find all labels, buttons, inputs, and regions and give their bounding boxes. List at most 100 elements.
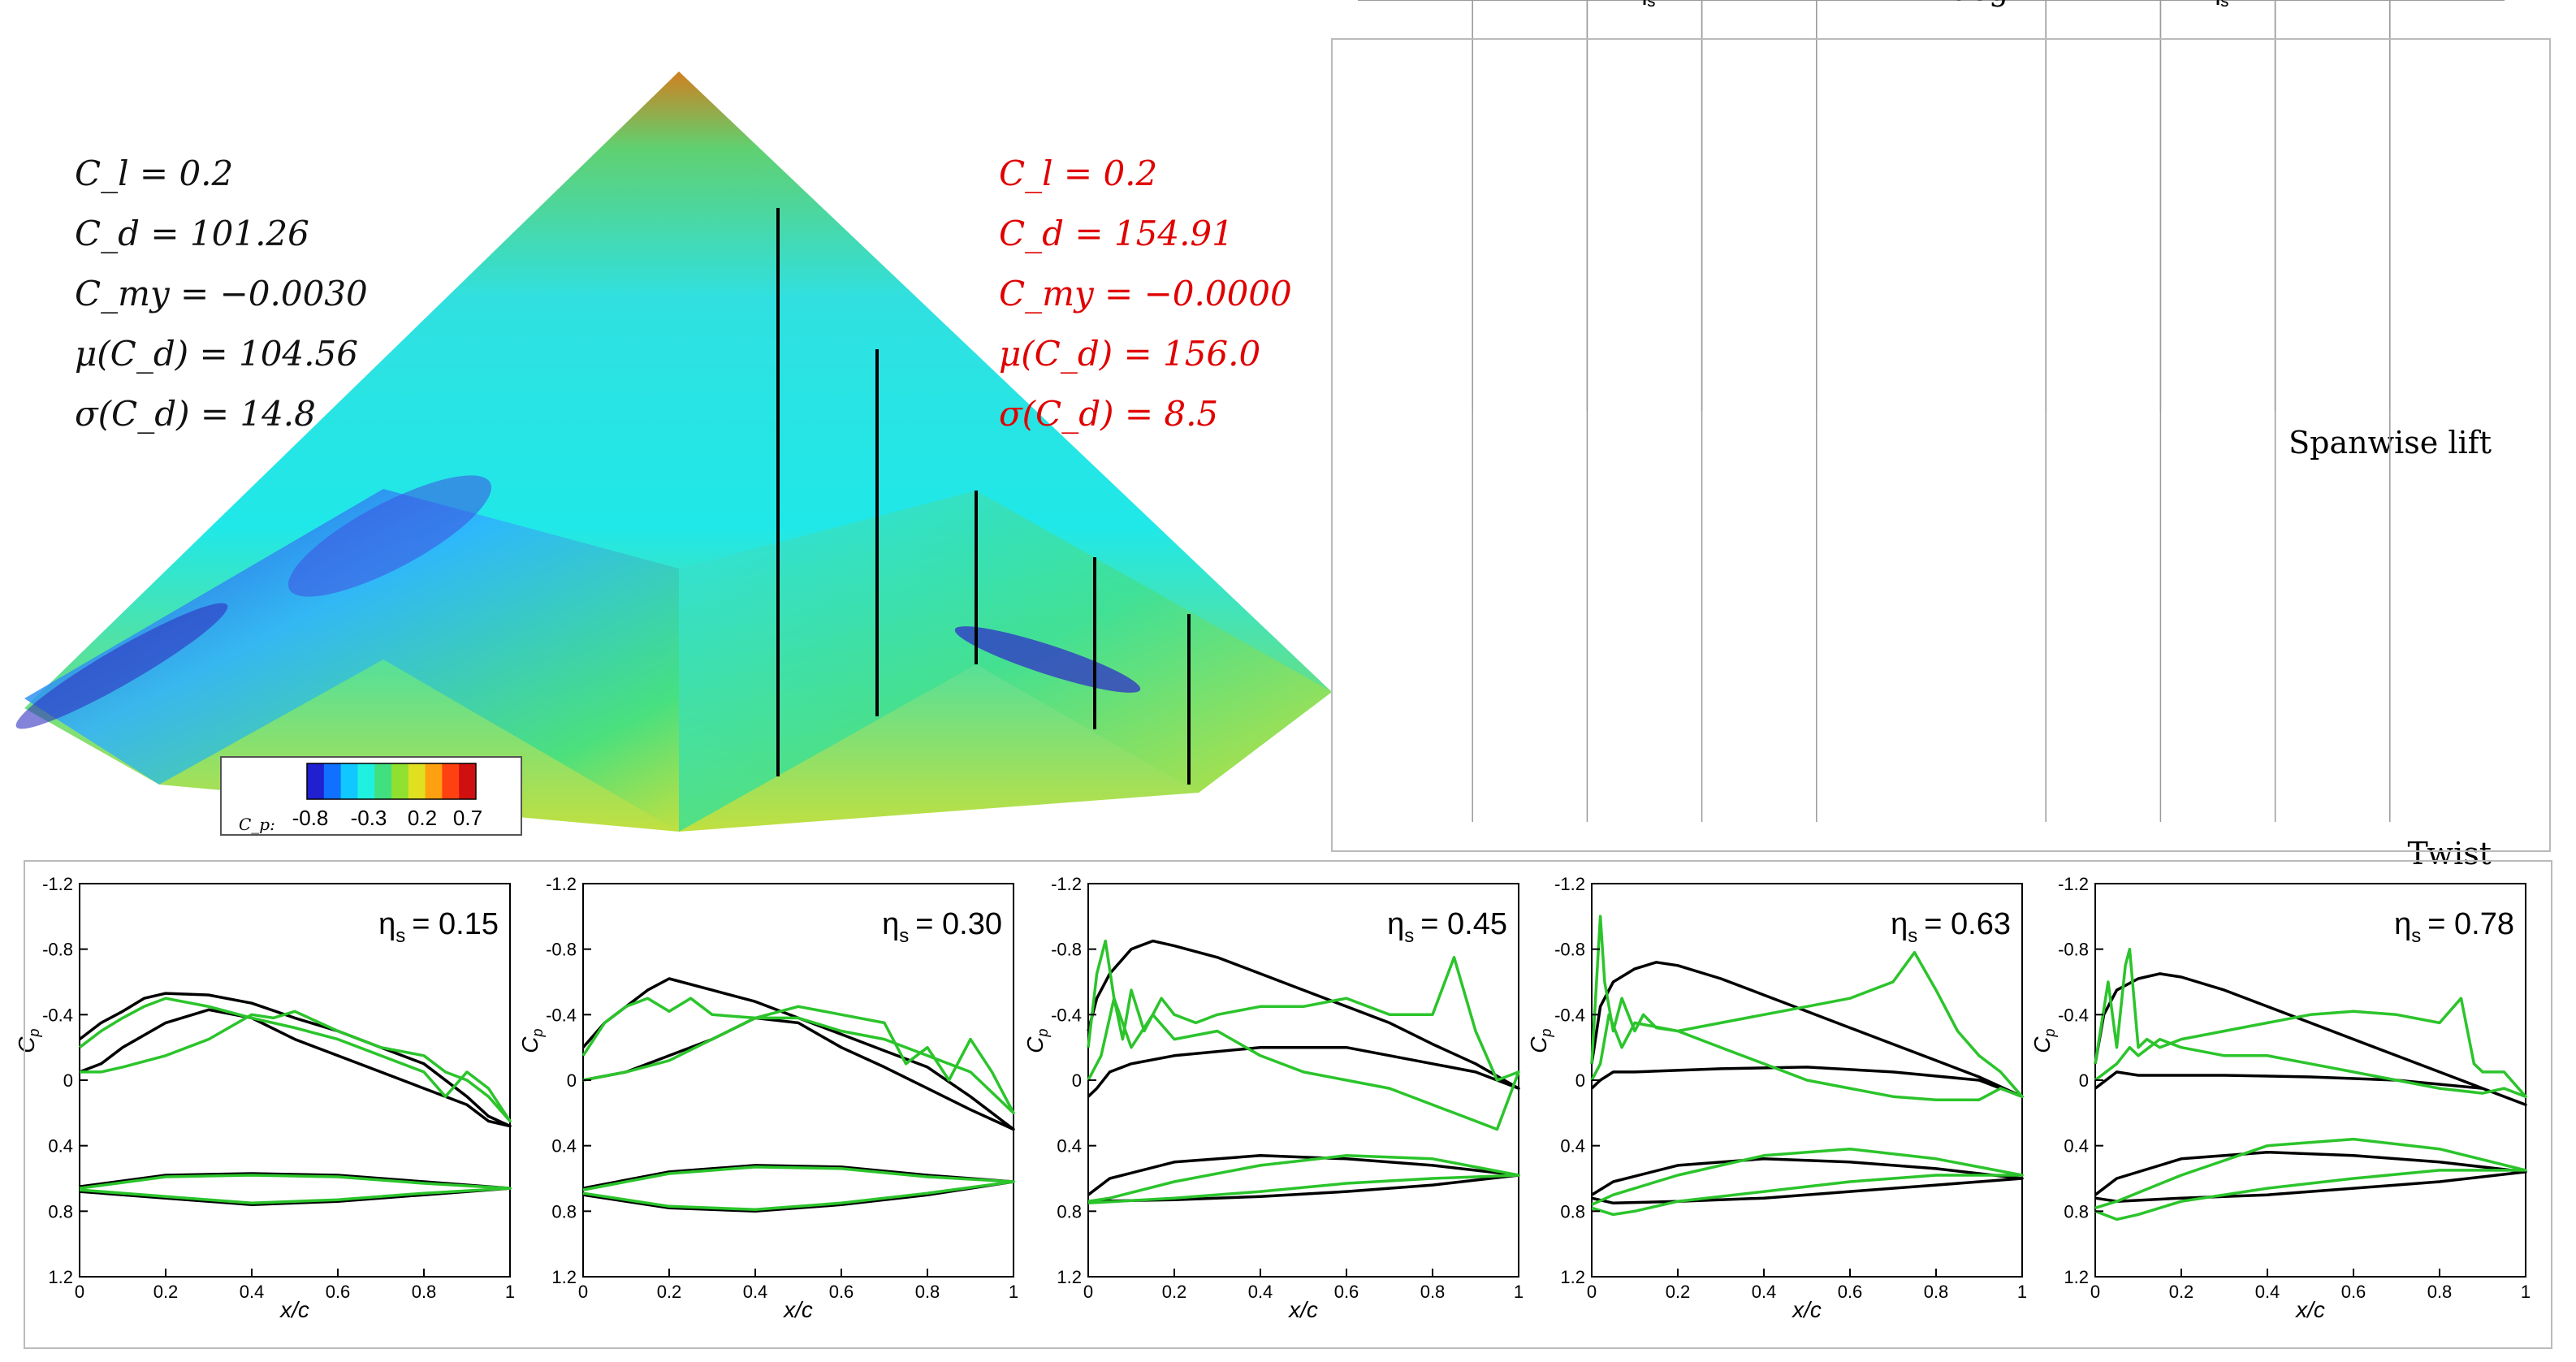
cp-chart-1-station-sub: s [395,925,405,947]
cp-chart-1-station-value: = 0.15 [412,907,499,941]
cp-chart-3-ytick-4: 0.4 [1057,1136,1082,1157]
undefined-ylabel: deg [1951,0,2008,7]
cp-chart-4-ytick-5: 0.8 [1560,1201,1585,1221]
optimized-cmy: C_my = −0.0000 [999,274,1292,313]
colorbar-swatch-4 [357,763,375,799]
undefined-right-xtick-1: 0.2 [2033,0,2060,5]
undefined-right-xlabel-sub: s [2220,0,2228,11]
cp-chart-1-xtick-0: 0 [75,1282,84,1302]
cp-chart-3: 0 0.2 0.4 0.6 0.8 1 -1.2 -0.8 -0.4 0 0.4 0.8 1.2 x/c C… [1022,874,1524,1322]
cp-chart-5-ytick-1: -0.8 [2058,940,2089,960]
optimized-mu-cd: μ(C_d) = 156.0 [999,334,1260,374]
undefined-right-xtick-3: 0.6 [2262,0,2289,5]
cp-chart-2-ytick-3: 0 [567,1070,577,1091]
cp-chart-4-ylabel-sub: p [1538,1028,1554,1037]
cp-chart-5-ytick-5: 0.8 [2064,1201,2089,1221]
cp-chart-4-ytick-1: -0.8 [1554,940,1585,960]
undefined-left-xlabel-sub: s [1647,0,1655,11]
optimized-coefficients: C_l = 0.2 C_d = 154.91 C_my = −0.0000 μ(… [999,153,1292,434]
undefined-ytick-0: 0 [1938,0,1948,5]
undefined-left-xlabel-sub: s [1647,0,1655,11]
undefined-ytick-3: -2 [1938,0,1955,5]
cp-chart-4-ytick-6: 1.2 [1560,1267,1585,1287]
cp-chart-3-ytick-2: -0.4 [1051,1005,1082,1025]
cp-chart-3-frame [1087,883,1519,1278]
cp-chart-3-station-label: ηs = 0.45 [1387,907,1507,947]
cp-chart-4-ytick-4: 0.4 [1560,1136,1585,1157]
cp-chart-1-ytick-6: 1.2 [48,1267,73,1287]
cp-chart-5-xtick-3: 0.6 [2341,1282,2366,1302]
wing-left-panel [24,489,679,832]
cp-chart-3-ylabel-sub: p [1035,1028,1051,1037]
cp-chart-4-xtick-4: 0.8 [1924,1282,1949,1302]
colorbar-swatch-8 [425,763,443,799]
cp-chart-5-ytick-3: 0 [2079,1070,2089,1091]
baseline-cd: C_d = 101.26 [75,214,309,253]
cp-chart-5-ytick-4: 0.4 [2064,1136,2089,1157]
cp-chart-3-ytick-5: 0.8 [1057,1201,1082,1221]
undefined-left-xtick-5: 0 [1926,0,1936,5]
cp-chart-2-ytick-4: 0.4 [551,1136,577,1157]
cp-chart-2-optimized-geom-line [582,1165,1015,1212]
cp-chart-1-xtick-2: 0.4 [240,1282,265,1302]
cp-chart-1-ytick-0: -1.2 [42,874,73,894]
cp-chart-1-ytick-3: 0 [63,1070,73,1091]
cp-chart-2-xtick-5: 1 [1009,1282,1018,1302]
cp-chart-3-xtick-1: 0.2 [1162,1282,1187,1302]
cp-chart-1-ylabel-sub: p [26,1028,42,1037]
cp-chart-3-optimized-geom-line [1087,1154,1520,1205]
cp-chart-1-baseline-cp-line [78,992,512,1128]
cp-chart-4-xtick-2: 0.4 [1752,1282,1777,1302]
colorbar-swatches [306,763,477,800]
colorbar-swatch-1 [307,763,325,799]
undefined-left-xtick-3: 0.4 [1688,0,1715,5]
cp-chart-2-xtick-3: 0.6 [829,1282,854,1302]
cp-chart-5-frame [2094,883,2526,1278]
cp-chart-4-ytick-0: -1.2 [1554,874,1585,894]
cp-chart-4-ylabel: Cp [1526,1028,1554,1053]
baseline-cl: C_l = 0.2 [75,153,233,193]
colorbar-swatch-5 [374,763,392,799]
cp-chart-3-ytick-6: 1.2 [1057,1267,1082,1287]
cp-chart-5-xtick-4: 0.8 [2427,1282,2453,1302]
undefined-title: Twist [2408,836,2492,871]
cp-chart-5-ylabel-sub: p [2042,1028,2058,1037]
undefined-right-xtick-4: 0.8 [2376,0,2403,5]
cp-chart-1-xlabel: x/c [279,1297,309,1322]
colorbar-swatch-3 [340,763,358,799]
cp-chart-4-station-label: ηs = 0.63 [1891,907,2011,947]
cp-chart-1: 0 0.2 0.4 0.6 0.8 1 -1.2 -0.8 -0.4 0 0.4 0.8 1.2 x/c C… [14,874,515,1322]
cp-chart-3-station-sub: s [1404,925,1414,947]
cp-chart-3-optimized-cp-line [1087,939,1520,1131]
cp-chart-2-station-sub: s [899,925,909,947]
cp-chart-5-ytick-0: -1.2 [2058,874,2089,894]
undefined-ytick-6: 1 [1938,0,1948,5]
undefined-ytick-0: -5 [1938,0,1955,5]
optimized-cd: C_d = 154.91 [999,214,1234,253]
undefined-ytick-1: -4 [1938,0,1955,5]
wing-right-panel [679,491,1332,832]
undefined-ytick-2: -3 [1938,0,1955,5]
cp-chart-2-xlabel: x/c [782,1297,813,1322]
undefined-right-xtick-2: 0.4 [2147,0,2174,5]
cp-chart-3-xtick-2: 0.4 [1248,1282,1273,1302]
colorbar-tick-4: 0.7 [453,806,482,830]
cp-chart-1-ytick-4: 0.4 [48,1136,73,1157]
undefined-ytick-4: 2 [1938,0,1948,5]
cp-chart-5-optimized-cp-line [2094,947,2527,1098]
cp-chart-5-baseline-geom-line [2094,1150,2527,1203]
colorbar-swatch-2 [323,763,342,799]
colorbar-tick-3: 0.2 [408,806,437,830]
undefined-right-xtick-5: 1 [2499,0,2509,5]
cp-chart-1-optimized-cp-line [78,997,512,1123]
undefined-ytick-3: 1.5 [1938,0,1964,5]
cp-chart-1-optimized-geom-line [79,1174,512,1205]
undefined-ytick-2: 1 [1938,0,1948,5]
undefined-left-xtick-0: 1 [1352,0,1363,5]
cp-chart-5-baseline-cp-line [2094,972,2527,1107]
colorbar-swatch-9 [442,763,460,799]
cp-chart-5-optimized-geom-line [2094,1137,2527,1221]
undefined-right-xtick-5: 1 [2499,0,2509,5]
cp-chart-1-ytick-5: 0.8 [48,1201,73,1221]
undefined-chart: 10.80.60.40.200.20.40.60.81-5-4-3-2-101η… [1352,0,2510,871]
